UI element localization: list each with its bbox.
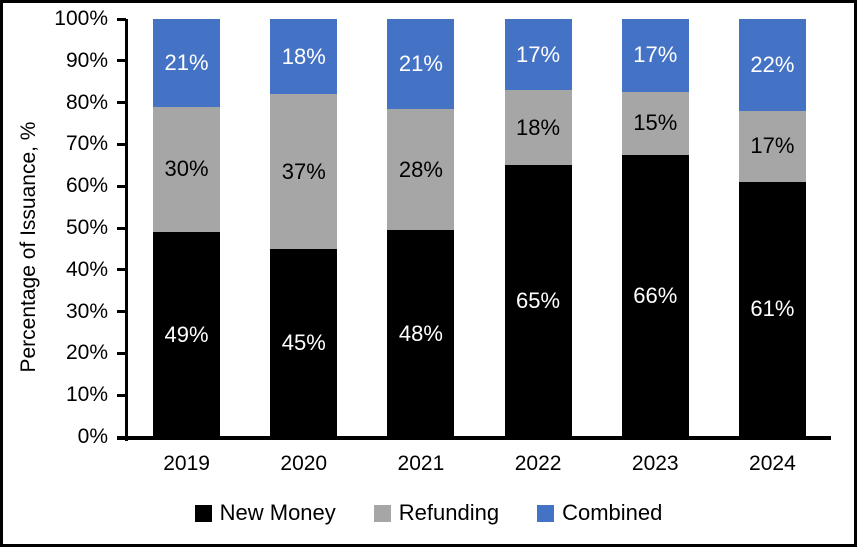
y-tick-label: 10% (65, 383, 108, 407)
bar-segment-new-money: 48% (387, 230, 455, 437)
x-tick-label: 2019 (163, 452, 210, 475)
bar-segment-combined: 17% (621, 19, 689, 92)
legend-label: New Money (219, 500, 336, 525)
data-label: 17% (633, 42, 678, 68)
bar-segment-refunding: 37% (270, 94, 338, 249)
y-tick-mark (117, 59, 126, 63)
legend-swatch-refunding (373, 504, 391, 522)
legend-swatch-new-money (194, 504, 212, 522)
bar-2022: 17% 18% 65% (504, 19, 572, 437)
bar-segment-new-money: 45% (270, 248, 338, 437)
x-tick-label: 2021 (397, 452, 445, 475)
legend-swatch-combined (537, 504, 555, 522)
bar-segment-new-money: 65% (504, 165, 572, 437)
y-tick-label: 100% (54, 7, 108, 30)
y-tick-mark (117, 351, 126, 355)
legend: New Money Refunding Combined (0, 500, 857, 526)
y-tick-mark (117, 101, 126, 105)
legend-item-combined: Combined (537, 500, 662, 526)
bar-2024: 22% 17% 61% (738, 19, 806, 437)
bar-segment-combined: 22% (738, 19, 806, 111)
data-label: 21% (398, 51, 443, 77)
bar-segment-refunding: 28% (387, 109, 455, 231)
bar-2023: 17% 15% 66% (621, 19, 689, 437)
bar-segment-new-money: 66% (621, 155, 689, 437)
bar-segment-combined: 17% (504, 19, 572, 91)
bar-segment-refunding: 18% (504, 90, 572, 166)
data-label: 18% (516, 114, 561, 140)
y-tick-label: 60% (65, 174, 108, 198)
data-label: 48% (398, 320, 443, 346)
y-axis-title: Percentage of Issuance, % (17, 121, 40, 373)
bar-2021: 21% 28% 48% (387, 19, 455, 437)
data-label: 17% (750, 133, 795, 159)
bar-segment-combined: 21% (387, 19, 455, 110)
y-tick-label: 80% (65, 90, 108, 114)
data-label: 22% (750, 51, 795, 77)
data-label: 66% (633, 283, 678, 309)
y-tick-mark (117, 142, 126, 146)
bar-2019: 21% 30% 49% (153, 19, 221, 437)
x-tick-label: 2020 (280, 452, 328, 475)
data-label: 28% (398, 156, 443, 182)
data-label: 21% (164, 49, 209, 75)
y-tick-mark (117, 17, 126, 21)
y-tick-mark (117, 310, 126, 314)
y-tick-mark (117, 184, 126, 188)
bar-segment-combined: 18% (270, 19, 338, 95)
y-tick-label: 70% (65, 132, 108, 156)
legend-item-new-money: New Money (194, 500, 336, 526)
x-tick-label: 2024 (749, 452, 796, 475)
data-label: 61% (750, 296, 795, 322)
y-tick-label: 40% (65, 257, 108, 281)
bar-2020: 18% 37% 45% (270, 19, 338, 437)
y-tick-label: 20% (65, 341, 108, 365)
bar-segment-new-money: 49% (153, 232, 221, 437)
y-tick-label: 90% (65, 48, 108, 72)
data-label: 45% (281, 329, 326, 355)
bar-segment-new-money: 61% (738, 182, 806, 437)
legend-item-refunding: Refunding (373, 500, 500, 526)
data-label: 15% (633, 110, 678, 136)
data-label: 49% (164, 321, 209, 347)
y-axis-line (125, 19, 128, 441)
bar-segment-refunding: 30% (153, 106, 221, 233)
legend-label: Refunding (398, 500, 500, 525)
y-tick-mark (117, 393, 126, 397)
y-tick-label: 50% (65, 216, 108, 239)
data-label: 18% (281, 43, 326, 69)
bar-segment-refunding: 17% (738, 110, 806, 182)
data-label: 37% (281, 158, 326, 184)
y-tick-label: 0% (77, 425, 108, 448)
x-axis-line (117, 436, 831, 440)
x-tick-label: 2023 (631, 452, 679, 475)
y-tick-mark (117, 268, 126, 272)
legend-label: Combined (562, 500, 663, 525)
y-tick-mark (117, 226, 126, 230)
bar-segment-refunding: 15% (621, 91, 689, 156)
bar-segment-combined: 21% (153, 19, 221, 107)
data-label: 17% (516, 41, 561, 67)
data-label: 30% (164, 156, 209, 182)
x-tick-label: 2022 (514, 452, 562, 475)
y-tick-label: 30% (65, 299, 108, 323)
data-label: 65% (516, 288, 561, 314)
